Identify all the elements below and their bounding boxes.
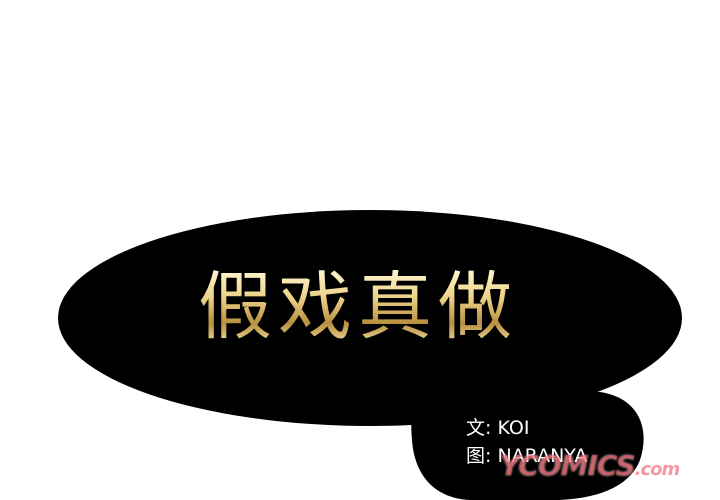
writer-credit: 文: KOI [466,417,530,439]
artist-credit: 图: NARANYA [466,445,588,467]
comic-title: 假戏真做 [198,264,518,350]
